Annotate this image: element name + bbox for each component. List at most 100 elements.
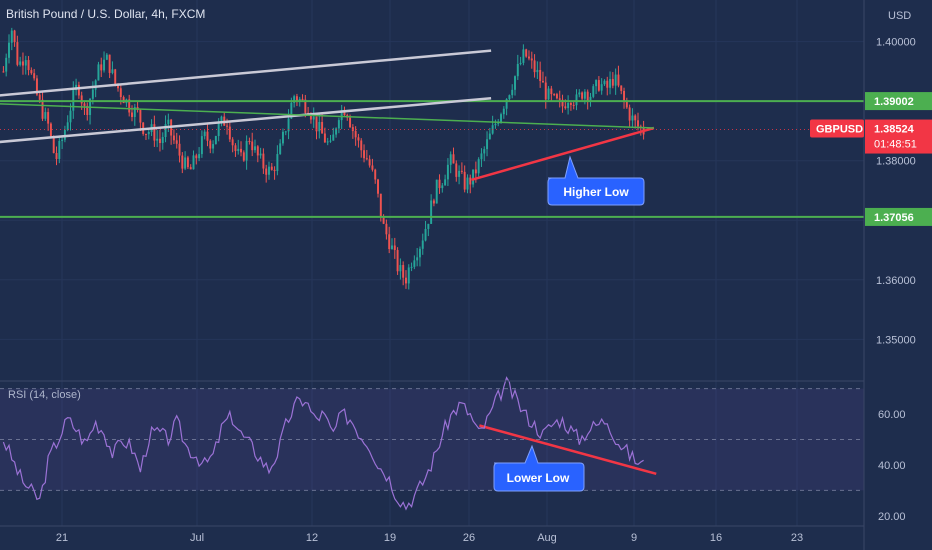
candle-body <box>379 193 382 218</box>
candle-body <box>111 69 114 73</box>
candle <box>511 84 514 99</box>
candle-body <box>399 265 402 272</box>
candle-body <box>486 139 489 150</box>
candle-body <box>388 234 391 250</box>
candle <box>368 155 371 168</box>
candle <box>61 135 64 149</box>
candle-body <box>528 56 530 59</box>
candle-body <box>156 138 159 141</box>
rsi-guides <box>0 388 864 491</box>
candle-body <box>519 62 522 64</box>
candle <box>329 134 332 143</box>
candle <box>404 270 407 289</box>
candle <box>399 258 402 280</box>
candle-body <box>617 74 620 86</box>
candle-body <box>407 267 410 284</box>
candle-body <box>100 64 103 71</box>
candle-body <box>623 90 626 101</box>
candle-body <box>458 170 461 177</box>
candle <box>365 149 368 161</box>
candle <box>326 137 329 146</box>
candle-body <box>600 84 603 91</box>
candle-body <box>446 164 449 180</box>
candle <box>268 161 270 180</box>
candle-body <box>572 104 575 106</box>
candle-body <box>217 122 220 137</box>
candle-body <box>295 96 298 102</box>
candle <box>578 89 581 98</box>
candle <box>407 264 410 290</box>
candle-body <box>550 88 553 95</box>
candle-body <box>530 58 533 61</box>
candle <box>206 123 209 147</box>
candle-body <box>5 57 8 72</box>
countdown-label: 01:48:51 <box>874 139 917 151</box>
candle-body <box>21 61 24 66</box>
candle-body <box>578 92 581 95</box>
candle-body <box>77 84 80 96</box>
candle-body <box>290 102 293 119</box>
candle-body <box>231 139 234 146</box>
candle <box>27 56 30 76</box>
candle-body <box>144 133 147 135</box>
candle-body <box>488 133 491 140</box>
candle <box>393 237 396 259</box>
candle <box>567 95 570 115</box>
candle-body <box>508 95 511 100</box>
candle-body <box>2 71 5 73</box>
time-tick-label: 23 <box>791 532 803 544</box>
candle-body <box>259 153 262 156</box>
candle-body <box>186 157 189 168</box>
candle <box>144 133 147 140</box>
candle-body <box>460 170 463 172</box>
candle-body <box>265 168 268 175</box>
candle-body <box>245 140 248 161</box>
candle-body <box>374 169 377 180</box>
candle-body <box>209 140 212 149</box>
candle-body <box>567 103 570 109</box>
candle <box>455 160 458 182</box>
candle-body <box>449 154 452 165</box>
candle-body <box>13 30 16 43</box>
candle-body <box>603 80 606 85</box>
candle-body <box>597 80 600 91</box>
chart-title: British Pound / U.S. Dollar, 4h, FXCM <box>6 7 205 21</box>
level-price-tag-label: 1.37056 <box>874 212 914 224</box>
candle-body <box>410 266 413 268</box>
candle-body <box>276 154 279 171</box>
candle-body <box>66 122 69 130</box>
candle-body <box>547 88 550 100</box>
candle <box>466 174 469 194</box>
candle-body <box>544 82 547 100</box>
candle <box>175 132 178 149</box>
candle <box>256 145 259 163</box>
candle-body <box>469 177 472 185</box>
candle-body <box>413 260 416 267</box>
candle <box>100 57 103 78</box>
lower-low-callout[interactable]: Lower Low <box>493 444 585 492</box>
drawings-layer <box>0 49 657 476</box>
candle <box>603 79 606 86</box>
candle-body <box>611 79 614 86</box>
candles-layer <box>2 27 645 290</box>
candle-body <box>212 144 215 149</box>
rsi-tick-label: 20.00 <box>878 511 906 523</box>
candle <box>242 150 245 162</box>
level-price-tag <box>865 207 932 226</box>
candle-body <box>402 265 405 278</box>
higher-low-callout[interactable]: Higher Low <box>547 155 645 206</box>
candle <box>631 108 634 128</box>
candle <box>617 65 620 88</box>
candle <box>203 129 206 140</box>
candle <box>321 113 324 134</box>
candle <box>547 86 550 100</box>
candle-body <box>128 99 131 113</box>
higher-low-label: Higher Low <box>563 185 629 199</box>
candle-body <box>614 74 617 86</box>
candle <box>2 66 5 73</box>
candle-body <box>52 136 55 153</box>
candle-body <box>393 245 396 251</box>
candle-body <box>421 240 424 249</box>
candle-body <box>49 123 52 137</box>
